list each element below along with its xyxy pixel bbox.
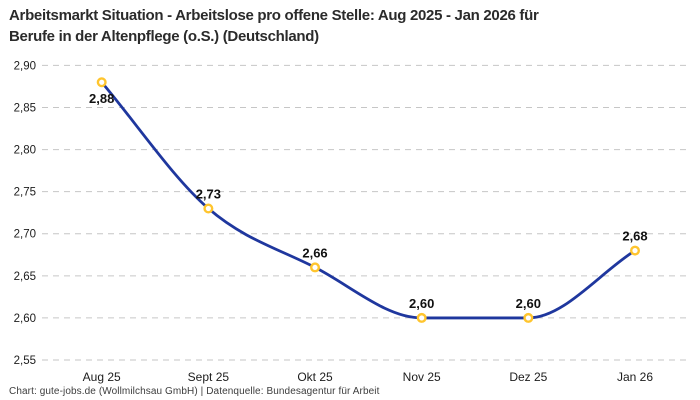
y-tick-label: 2,60 xyxy=(14,313,36,325)
data-point-marker xyxy=(630,245,641,256)
data-point-label: 2,68 xyxy=(622,229,647,244)
x-tick-label: Sept 25 xyxy=(188,370,230,384)
data-point-label: 2,66 xyxy=(302,245,327,260)
y-tick-label: 2,65 xyxy=(14,271,36,283)
data-point-label: 2,88 xyxy=(89,91,114,106)
data-point-marker xyxy=(416,312,427,323)
data-point-label: 2,60 xyxy=(516,296,541,311)
data-point-label: 2,60 xyxy=(409,296,434,311)
data-point-marker xyxy=(310,262,321,273)
x-tick-label: Dez 25 xyxy=(509,370,547,384)
x-tick-label: Okt 25 xyxy=(297,370,333,384)
y-tick-label: 2,55 xyxy=(14,355,36,367)
x-tick-label: Nov 25 xyxy=(403,370,441,384)
y-tick-label: 2,75 xyxy=(14,187,36,199)
line-chart: 2,90 2,85 2,80 2,75 2,70 2,65 2,60 2,55 Aug 25 Se… xyxy=(14,60,691,384)
line-series xyxy=(100,80,637,320)
chart-title: Arbeitsmarkt Situation - Arbeitslose pro… xyxy=(9,5,649,47)
data-point-label: 2,73 xyxy=(196,186,221,201)
data-point-marker xyxy=(96,77,107,88)
data-point-marker xyxy=(523,312,534,323)
x-tick-label: Jan 26 xyxy=(617,370,653,384)
y-tick-label: 2,90 xyxy=(14,60,36,72)
data-point-marker xyxy=(203,203,214,214)
y-tick-label: 2,80 xyxy=(14,145,36,157)
x-tick-label: Aug 25 xyxy=(83,370,121,384)
y-tick-label: 2,70 xyxy=(14,229,36,241)
chart-title-line1: Arbeitsmarkt Situation - Arbeitslose pro… xyxy=(9,7,539,24)
chart-attribution: Chart: gute-jobs.de (Wollmilchsau GmbH) … xyxy=(9,386,380,397)
chart-title-line2: Berufe in der Altenpflege (o.S.) (Deutsc… xyxy=(9,28,319,45)
y-tick-label: 2,85 xyxy=(14,102,36,114)
